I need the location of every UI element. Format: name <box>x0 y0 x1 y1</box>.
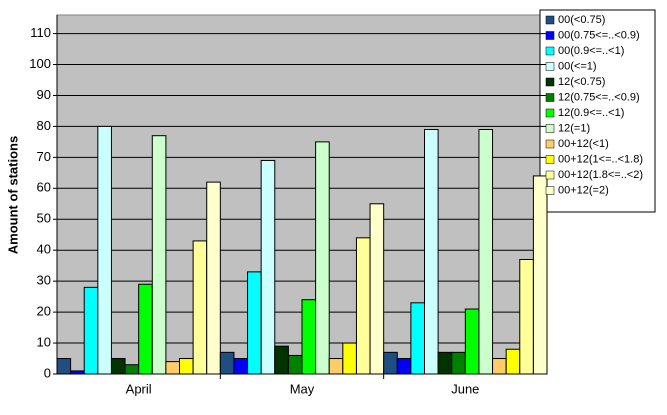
y-tick-label: 30 <box>37 273 51 288</box>
y-axis-label: Amount of stations <box>5 136 20 254</box>
bar <box>424 129 439 375</box>
bar <box>179 358 194 375</box>
legend-label: 00(<=1) <box>558 60 597 72</box>
bar <box>97 125 112 375</box>
y-tick-label: 40 <box>37 242 51 257</box>
bar <box>383 351 398 375</box>
bar <box>396 358 412 375</box>
bar <box>505 348 521 375</box>
legend-swatch <box>545 186 555 195</box>
legend-label: 12(=1) <box>558 122 590 134</box>
legend-label: 00+12(1.8<=..<2) <box>558 169 643 181</box>
y-tick-label: 80 <box>37 118 51 133</box>
bar <box>301 299 317 375</box>
legend-swatch <box>545 139 555 149</box>
x-tick-label: June <box>451 381 479 396</box>
legend <box>539 9 656 213</box>
bar <box>151 135 167 375</box>
bar <box>492 358 507 375</box>
bar <box>138 283 153 375</box>
legend-swatch <box>545 62 555 71</box>
legend-swatch <box>545 170 555 180</box>
bar <box>247 271 262 375</box>
bar <box>519 258 534 375</box>
legend-label: 12(<0.75) <box>558 76 605 88</box>
bar <box>274 345 289 375</box>
legend-swatch <box>545 155 555 164</box>
bar <box>206 181 221 375</box>
bar <box>287 354 303 375</box>
bar <box>56 358 72 375</box>
bar <box>315 141 330 375</box>
legend-swatch <box>545 31 555 40</box>
legend-swatch <box>545 15 555 25</box>
bar <box>328 358 344 375</box>
legend-swatch <box>545 46 555 56</box>
legend-label: 00(<0.75) <box>558 14 605 26</box>
y-tick-label: 0 <box>44 365 51 380</box>
bar <box>165 361 180 375</box>
legend-label: 00(0.9<=..<1) <box>558 45 624 57</box>
bar <box>355 237 371 375</box>
y-tick-label: 90 <box>37 87 51 102</box>
bar <box>410 302 425 375</box>
bar <box>451 351 466 375</box>
bar <box>369 203 385 375</box>
legend-swatch <box>545 108 555 118</box>
legend-swatch <box>545 77 555 87</box>
y-tick-label: 70 <box>37 149 51 164</box>
bar <box>532 175 548 375</box>
y-tick-label: 110 <box>30 25 51 40</box>
bar <box>464 308 480 375</box>
y-tick-label: 50 <box>37 211 51 226</box>
bar <box>192 240 208 375</box>
x-tick-label: May <box>290 381 315 396</box>
legend-label: 00+12(=2) <box>558 184 609 196</box>
bar <box>342 342 357 375</box>
legend-label: 00+12(1<=..<1.8) <box>558 153 643 165</box>
legend-label: 00(0.75<=..<0.9) <box>558 29 640 41</box>
y-tick-label: 20 <box>37 304 51 319</box>
legend-label: 12(0.9<=..<1) <box>558 107 624 119</box>
y-tick-label: 10 <box>37 334 51 349</box>
bar <box>124 364 140 375</box>
y-tick-label: 100 <box>29 56 51 71</box>
bar <box>437 351 453 375</box>
bar <box>110 358 126 375</box>
bar <box>83 286 99 375</box>
legend-swatch <box>545 124 555 133</box>
bar <box>260 159 276 375</box>
bar <box>233 358 249 375</box>
x-tick-label: April <box>126 381 152 396</box>
y-tick-label: 60 <box>37 180 51 195</box>
legend-label: 00+12(<1) <box>558 138 609 150</box>
legend-swatch <box>545 93 555 102</box>
bar <box>478 129 494 375</box>
legend-label: 12(0.75<=..<0.9) <box>558 91 640 103</box>
bar <box>219 351 235 375</box>
bar <box>70 370 85 375</box>
